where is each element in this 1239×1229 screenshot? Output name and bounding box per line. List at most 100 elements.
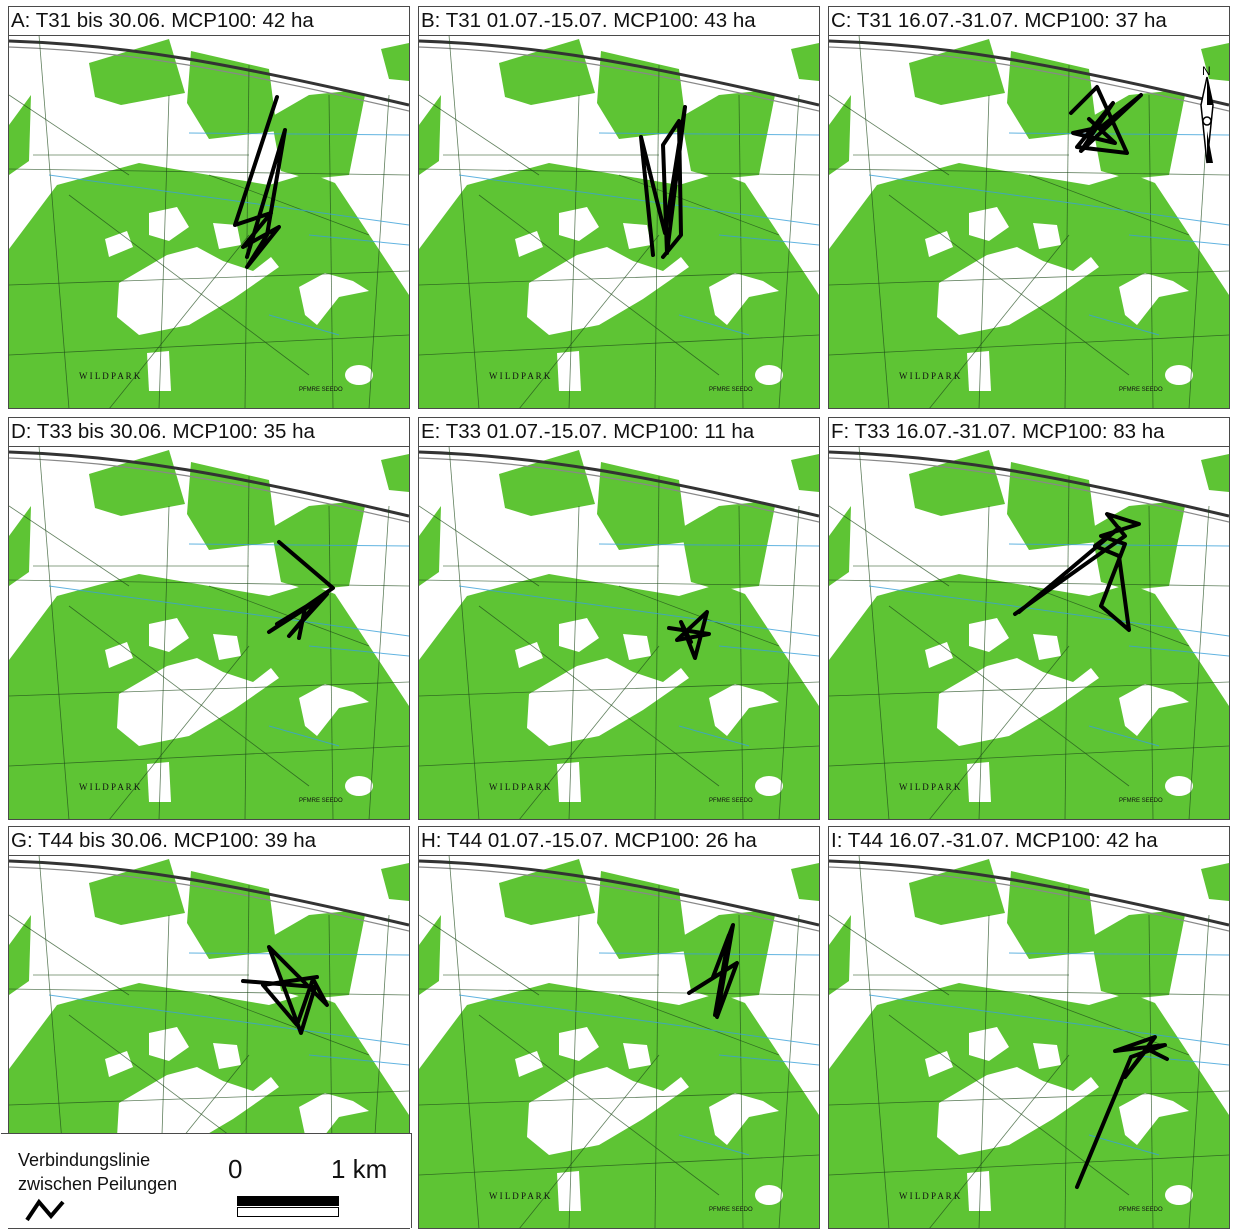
water-line [458,585,819,637]
telemetry-track [667,610,711,660]
lake [345,776,373,796]
boundary-line [419,914,540,996]
track-line-icon [25,1198,65,1222]
boundary-line [419,1090,819,1106]
boundary-line [9,270,409,286]
railway [9,450,409,518]
clearing [559,618,599,652]
legend-line-label-2: zwischen Peilungen [18,1174,178,1194]
lake [755,1185,783,1205]
clearing [937,247,1099,335]
clearing [559,1027,599,1061]
panel-title: B: T31 01.07.-15.07. MCP100: 43 ha [419,7,819,36]
water-line [308,645,409,657]
boundary-line [368,505,390,819]
boundary-line [9,1090,409,1106]
panel-title: H: T44 01.07.-15.07. MCP100: 26 ha [419,827,819,856]
water-line [678,314,750,336]
clearing [147,762,171,802]
boundary-line [9,94,130,176]
water-line [718,234,819,246]
water-line [1128,234,1229,246]
water-line [1088,314,1160,336]
place-label: PFMRE SEEDO [709,798,753,804]
water-line [1088,1134,1160,1156]
clearing [1033,223,1061,249]
forest-area [419,506,441,586]
boundary-line [38,446,70,819]
boundary-line [109,645,250,819]
boundary-line [778,94,800,408]
boundary-line [419,270,819,286]
clearing [117,658,279,746]
water-line [1128,1054,1229,1066]
clearing [117,247,279,335]
lake [755,365,783,385]
water-line [48,174,409,226]
boundary-line [829,334,1229,356]
boundary-line [829,94,950,176]
water-line [678,1134,750,1156]
boundary-line [829,270,1229,286]
clearing [709,1093,779,1145]
boundary-line [978,914,990,1228]
water-line [868,585,1229,637]
scale-bar-black [237,1196,339,1206]
boundary-line [419,681,819,697]
map-area: W I L D P A R K PFMRE SEEDO N [829,35,1229,408]
boundary-line [419,168,819,176]
telemetry-track [1013,512,1141,632]
boundary-line [829,745,1229,767]
boundary-line [448,855,480,1228]
clearing [147,351,171,391]
boundary-line [858,855,890,1228]
boundary-line [978,505,990,819]
forest-area [791,43,819,81]
boundary-line [328,505,334,819]
water-line [868,994,1229,1046]
telemetry-track [267,540,335,640]
legend-line-label-1: Verbindungslinie [18,1150,151,1170]
map-panel-h: H: T44 01.07.-15.07. MCP100: 26 ha W I L… [418,826,820,1229]
boundary-line [568,94,580,408]
clearing [969,618,1009,652]
telemetry-track [233,95,287,269]
road [419,866,819,932]
boundary-line [829,914,950,996]
scale-end: 1 km [331,1154,388,1184]
clearing [709,273,779,325]
railway [9,859,409,927]
clearing [299,1093,369,1145]
place-label: W I L D P A R K [79,371,141,381]
telemetry-track [1069,85,1143,155]
clearing [557,762,581,802]
road [829,46,1229,112]
forest-area [597,871,687,959]
road [9,866,409,932]
road [419,457,819,523]
water-line [188,952,409,956]
place-label: PFMRE SEEDO [299,387,343,393]
forest-area [1007,871,1097,959]
map-area: W I L D P A R K PFMRE SEEDO [829,855,1229,1228]
water-line [1088,725,1160,747]
telemetry-track [639,105,687,259]
boundary-line [448,35,480,408]
clearing [1119,684,1189,736]
boundary-line [9,988,409,996]
forest-area [419,95,441,175]
forest-area [1201,43,1229,81]
boundary-line [1188,914,1210,1228]
boundary-line [888,194,1130,376]
forest-area [681,91,775,179]
forest-area [1091,91,1185,179]
forest-area [419,915,441,995]
water-line [718,1054,819,1066]
water-line [268,725,340,747]
boundary-line [328,94,334,408]
boundary-line [1148,94,1154,408]
map-panel-e: E: T33 01.07.-15.07. MCP100: 11 ha W I L… [418,417,820,820]
water-line [308,1054,409,1066]
boundary-line [38,35,70,408]
clearing [299,273,369,325]
